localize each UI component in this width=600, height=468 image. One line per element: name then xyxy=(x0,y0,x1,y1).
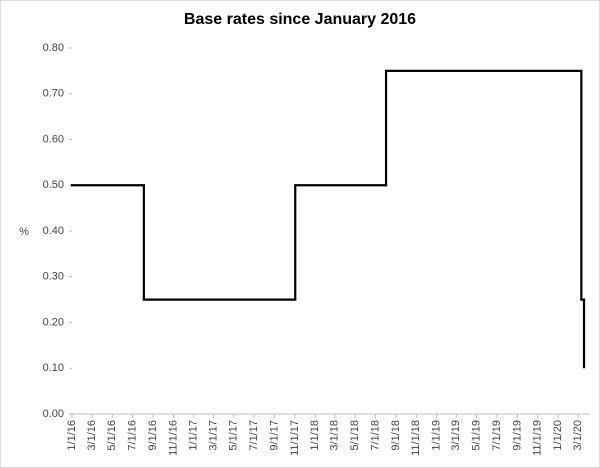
chart-title: Base rates since January 2016 xyxy=(184,11,416,28)
x-tick-label: 9/1/18 xyxy=(390,420,402,451)
x-tick-label: 3/1/19 xyxy=(450,420,462,451)
x-tick-label: 9/1/17 xyxy=(269,420,281,451)
x-tick-label: 1/1/16 xyxy=(66,420,78,451)
x-tick-label: 3/1/20 xyxy=(572,420,584,451)
x-tick-label: 9/1/19 xyxy=(511,420,523,451)
y-tick-label: 0.50 xyxy=(43,179,64,191)
x-tick-label: 7/1/17 xyxy=(248,420,260,451)
x-tick-label: 11/1/17 xyxy=(289,420,301,456)
x-tick-label: 1/1/17 xyxy=(188,420,200,451)
x-tick-label: 5/1/16 xyxy=(106,420,118,451)
y-tick-label: 0.40 xyxy=(43,225,64,237)
x-tick-label: 1/1/19 xyxy=(431,420,443,451)
x-tick-label: 3/1/18 xyxy=(329,420,341,451)
x-tick-label: 1/1/18 xyxy=(309,420,321,451)
x-tick-label: 7/1/19 xyxy=(491,420,503,451)
y-tick-label: 0.70 xyxy=(43,88,64,100)
y-tick-label: 0.10 xyxy=(43,362,64,374)
x-tick-label: 3/1/17 xyxy=(207,420,219,451)
y-tick-label: 0.60 xyxy=(43,133,64,145)
y-axis-label: % xyxy=(19,226,29,238)
x-tick-label: 11/1/19 xyxy=(532,420,544,456)
x-tick-label: 5/1/17 xyxy=(228,420,240,451)
x-tick-label: 1/1/20 xyxy=(552,420,564,451)
x-tick-label: 5/1/19 xyxy=(470,420,482,451)
y-tick-label: 0.20 xyxy=(43,316,64,328)
y-tick-label: 0.00 xyxy=(43,408,64,420)
x-tick-label: 3/1/16 xyxy=(86,420,98,451)
y-tick-label: 0.30 xyxy=(43,271,64,283)
x-tick-label: 11/1/18 xyxy=(410,420,422,456)
x-tick-label: 7/1/16 xyxy=(126,420,138,451)
y-tick-label: 0.80 xyxy=(43,42,64,54)
x-tick-label: 11/1/16 xyxy=(167,420,179,456)
x-tick-label: 7/1/18 xyxy=(369,420,381,451)
x-tick-label: 5/1/18 xyxy=(349,420,361,451)
x-tick-label: 9/1/16 xyxy=(147,420,159,451)
